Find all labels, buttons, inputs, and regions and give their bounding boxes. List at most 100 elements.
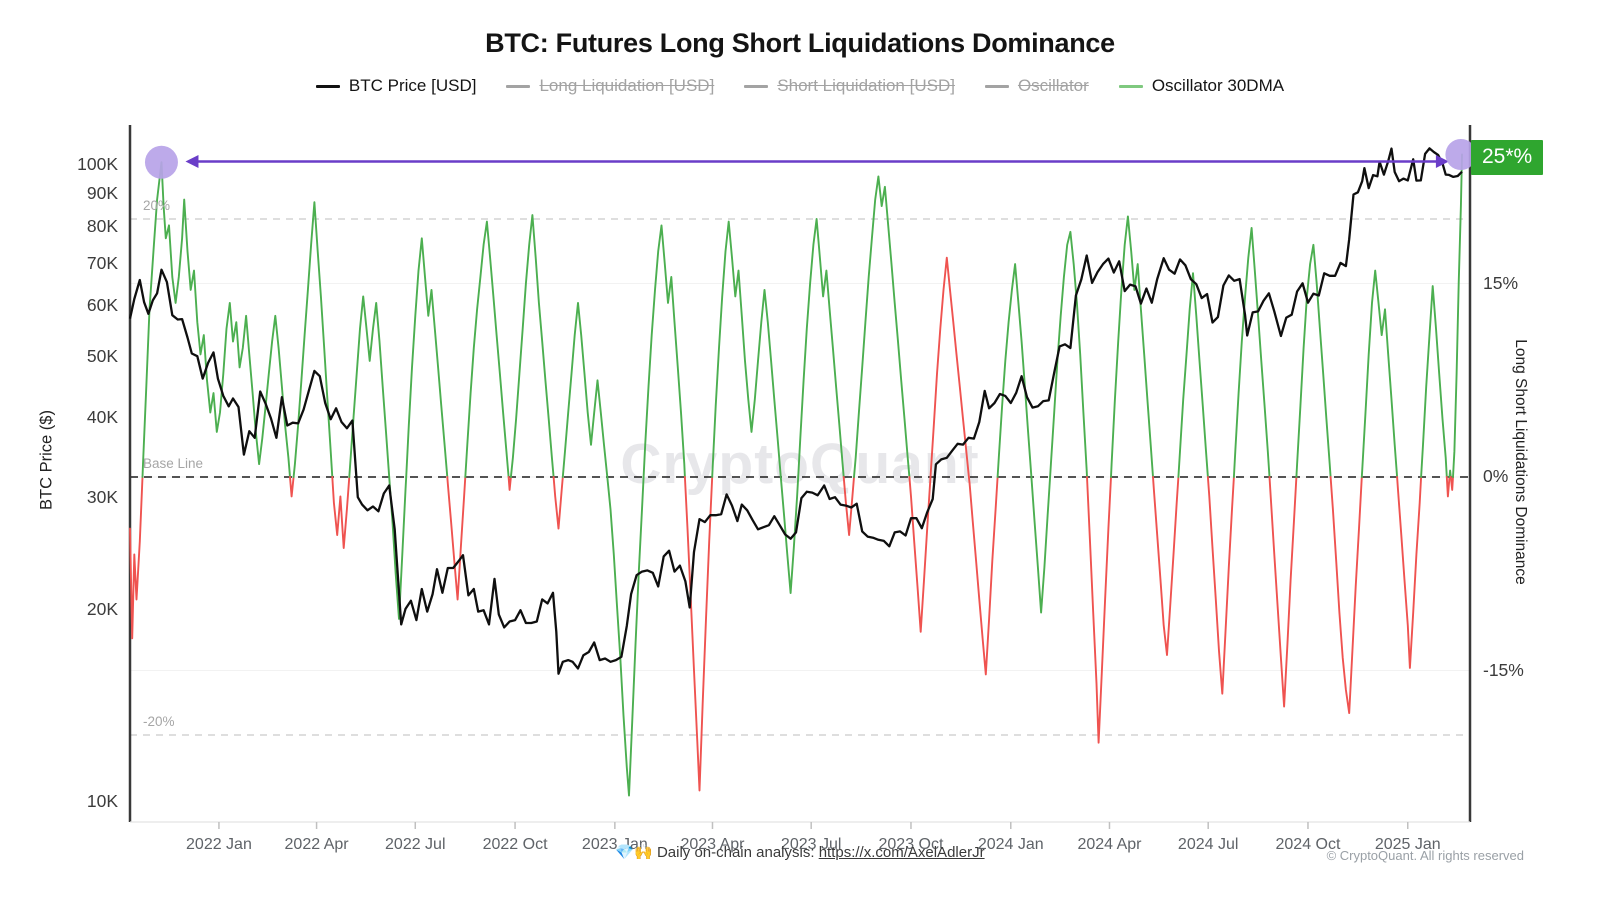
oscillator-line-positive <box>405 237 449 478</box>
x-tick-2024-Apr: 2024 Apr <box>1077 836 1142 853</box>
oscillator-line-negative <box>842 476 855 536</box>
footer-text: Daily on-chain analysis: <box>656 844 815 861</box>
oscillator-line-negative <box>552 476 564 530</box>
right-axis-title: Long Short Liquidations Dominance <box>1512 339 1529 585</box>
left-axis-title: BTC Price ($) <box>37 410 56 510</box>
legend-label: Oscillator 30DMA <box>1151 76 1285 95</box>
oscillator-line-negative <box>1206 476 1235 695</box>
x-tick-2022-Jul: 2022 Jul <box>385 836 446 853</box>
last-value-badge: 25*% <box>1471 140 1544 175</box>
oscillator-line-positive <box>1420 285 1448 478</box>
oscillator-line-negative <box>908 256 970 633</box>
legend-label: Long Liquidation [USD] <box>539 76 715 95</box>
oscillator-line-positive <box>1049 230 1088 478</box>
x-tick-2023-Apr: 2023 Apr <box>680 836 745 853</box>
left-tick-20K: 20K <box>86 599 118 620</box>
x-tick-2025-Jan: 2025 Jan <box>1374 836 1441 853</box>
x-tick-2022-Oct: 2022 Oct <box>482 836 548 853</box>
right-tick-0%: 0% <box>1483 466 1509 486</box>
left-tick-30K: 30K <box>86 487 118 508</box>
oscillator-line-positive <box>292 201 334 478</box>
oscillator-line-negative <box>289 476 295 498</box>
oscillator-line-negative <box>1268 476 1298 708</box>
x-tick-2024-Jan: 2024 Jan <box>977 836 1044 853</box>
legend-item-long-liquidation-usd[interactable]: Long Liquidation [USD] <box>506 76 714 96</box>
right-tick-15%: 15% <box>1483 272 1519 293</box>
oscillator-line-negative <box>1086 476 1112 744</box>
left-tick-50K: 50K <box>86 345 118 366</box>
oscillator-line-positive <box>141 161 291 478</box>
oscillator-line-negative <box>1445 476 1451 498</box>
legend-item-oscillator-30dma[interactable]: Oscillator 30DMA <box>1118 76 1285 96</box>
x-tick-2024-Oct: 2024 Oct <box>1275 836 1341 853</box>
x-tick-2023-Jul: 2023 Jul <box>780 836 842 853</box>
legend-item-btc-price-usd[interactable]: BTC Price [USD] <box>315 76 477 96</box>
right-tick--15%: -15% <box>1483 659 1524 680</box>
btc-price-line <box>128 147 1463 675</box>
oscillator-line-negative <box>1329 476 1363 715</box>
start-point-marker <box>144 145 178 179</box>
author-link[interactable]: https://x.com/AxelAdlerJr <box>818 844 985 861</box>
copyright-note: © CryptoQuant. All rights reserved <box>1326 848 1524 863</box>
oscillator-line-positive <box>1360 269 1399 478</box>
x-tick-2022-Apr: 2022 Apr <box>284 836 349 853</box>
page-title: BTC: Futures Long Short Liquidations Dom… <box>485 28 1115 58</box>
oscillator-line-positive <box>1448 469 1452 478</box>
oscillator-line-negative <box>129 476 144 640</box>
oscillator-line-positive <box>1110 215 1154 478</box>
upper-band-label: 20% <box>143 198 171 213</box>
gem-hands-emoji-icon: 💎🙌 <box>615 844 653 861</box>
oscillator-line-positive <box>853 175 911 478</box>
left-tick-40K: 40K <box>86 407 118 428</box>
legend-dash-icon <box>1118 84 1143 88</box>
x-tick-2022-Jan: 2022 Jan <box>186 836 252 853</box>
legend-item-oscillator[interactable]: Oscillator <box>984 76 1089 96</box>
oscillator-line-positive <box>711 220 800 595</box>
oscillator-line-negative <box>1152 476 1180 656</box>
end-point-marker <box>1445 139 1477 170</box>
left-tick-90K: 90K <box>86 183 118 204</box>
oscillator-line-negative <box>1396 476 1423 669</box>
left-tick-80K: 80K <box>86 215 118 236</box>
legend-dash-icon <box>315 84 340 88</box>
x-tick-2023-Oct: 2023 Oct <box>878 836 944 853</box>
lower-band-label: -20% <box>143 714 175 729</box>
legend-label: Short Liquidation [USD] <box>777 76 955 95</box>
oscillator-line-negative <box>446 476 467 601</box>
oscillator-line-positive <box>464 220 510 478</box>
oscillator-line-negative <box>683 476 714 792</box>
oscillator-line-positive <box>1177 272 1209 478</box>
oscillator-line-positive <box>1295 243 1332 478</box>
arrowhead-right-icon <box>1435 155 1449 168</box>
legend-item-short-liquidation-usd[interactable]: Short Liquidation [USD] <box>744 76 955 96</box>
oscillator-line-positive <box>561 301 645 797</box>
legend-label: BTC Price [USD] <box>348 76 477 95</box>
oscillator-line-positive <box>1232 227 1271 478</box>
chart-legend: BTC Price [USD] Long Liquidation [USD] Sho… <box>0 76 1600 96</box>
legend-dash-icon <box>744 84 769 88</box>
left-tick-60K: 60K <box>86 295 118 316</box>
legend-dash-icon <box>506 84 531 88</box>
oscillator-line-positive <box>797 218 845 478</box>
oscillator-line-negative <box>1449 476 1454 491</box>
left-tick-100K: 100K <box>77 154 118 174</box>
oscillator-line-positive <box>996 263 1052 614</box>
oscillator-line-positive <box>509 214 555 478</box>
oscillator-line-negative <box>507 476 512 491</box>
arrowhead-left-icon <box>185 155 199 168</box>
left-tick-70K: 70K <box>86 252 118 273</box>
oscillator-line-positive <box>642 224 686 478</box>
baseline-label: Base Line <box>143 456 204 471</box>
oscillator-line-positive <box>1452 153 1463 478</box>
x-tick-2023-Jan: 2023 Jan <box>581 836 648 853</box>
oscillator-line-negative <box>331 476 351 549</box>
oscillator-line-positive <box>348 295 408 620</box>
legend-label: Oscillator <box>1017 76 1089 95</box>
oscillator-line-negative <box>967 476 999 676</box>
x-tick-2024-Jul: 2024 Jul <box>1177 836 1239 853</box>
legend-dash-icon <box>984 84 1009 88</box>
left-tick-10K: 10K <box>86 791 118 811</box>
footer-note: 💎🙌 Daily on-chain analysis: https://x.co… <box>0 843 1600 861</box>
